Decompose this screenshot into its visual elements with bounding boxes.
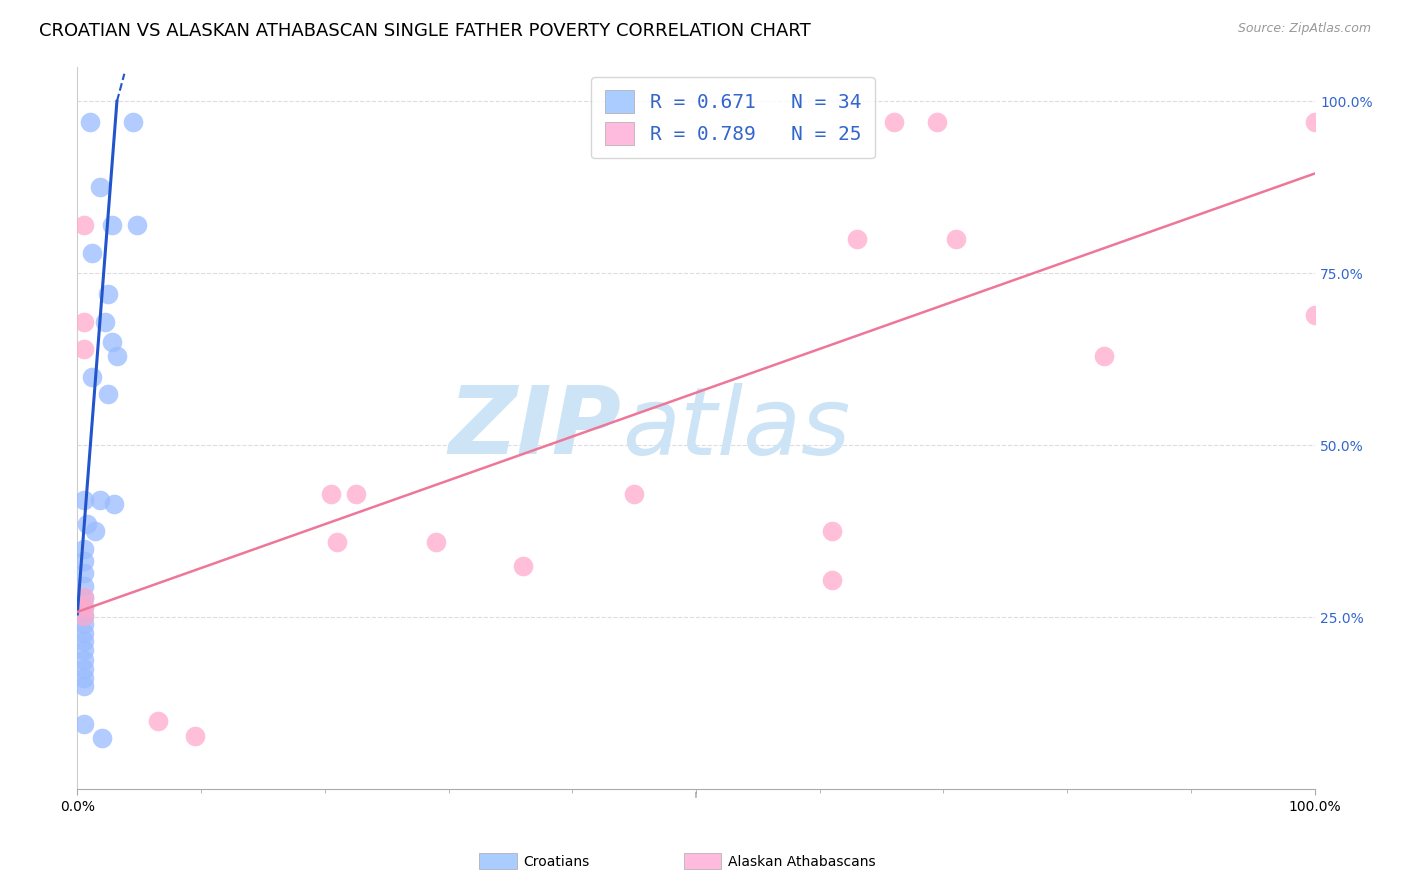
Text: atlas: atlas xyxy=(621,383,851,474)
Text: CROATIAN VS ALASKAN ATHABASCAN SINGLE FATHER POVERTY CORRELATION CHART: CROATIAN VS ALASKAN ATHABASCAN SINGLE FA… xyxy=(39,22,811,40)
Point xyxy=(845,232,868,246)
FancyBboxPatch shape xyxy=(479,853,516,869)
Point xyxy=(72,342,94,356)
Point xyxy=(72,634,94,648)
Point xyxy=(89,180,111,194)
Point xyxy=(512,558,534,573)
Point xyxy=(72,554,94,568)
Point xyxy=(72,653,94,667)
Point xyxy=(72,600,94,615)
Point xyxy=(184,729,207,743)
Text: Alaskan Athabascans: Alaskan Athabascans xyxy=(728,855,876,869)
Point xyxy=(97,287,120,301)
Point xyxy=(72,590,94,604)
Point xyxy=(101,218,124,232)
Point xyxy=(344,486,367,500)
Point xyxy=(72,717,94,731)
Point xyxy=(101,335,124,350)
Point xyxy=(72,679,94,693)
Point xyxy=(1303,308,1326,322)
Point xyxy=(76,517,98,532)
Point xyxy=(72,493,94,508)
Point xyxy=(82,369,104,384)
Point xyxy=(72,566,94,580)
Point xyxy=(883,115,905,129)
Point xyxy=(72,671,94,685)
Point xyxy=(97,386,120,401)
Point xyxy=(821,573,844,587)
Point xyxy=(83,524,105,539)
Point xyxy=(105,349,128,363)
Point xyxy=(72,218,94,232)
Point xyxy=(72,541,94,556)
Point xyxy=(319,486,342,500)
Point xyxy=(945,232,967,246)
Point xyxy=(1303,115,1326,129)
FancyBboxPatch shape xyxy=(683,853,721,869)
Point xyxy=(79,115,101,129)
Point xyxy=(72,617,94,632)
Point xyxy=(425,534,447,549)
Point xyxy=(93,314,115,328)
Legend: R = 0.671   N = 34, R = 0.789   N = 25: R = 0.671 N = 34, R = 0.789 N = 25 xyxy=(592,77,875,159)
Point xyxy=(82,245,104,260)
Point xyxy=(72,600,94,615)
Point xyxy=(72,662,94,676)
Point xyxy=(146,714,169,728)
Text: Source: ZipAtlas.com: Source: ZipAtlas.com xyxy=(1237,22,1371,36)
Text: Croatians: Croatians xyxy=(523,855,589,869)
Point xyxy=(122,115,145,129)
Point xyxy=(72,609,94,624)
Point xyxy=(326,534,349,549)
Point xyxy=(1092,349,1115,363)
Point xyxy=(927,115,949,129)
Point xyxy=(72,643,94,657)
Point xyxy=(72,591,94,606)
Point xyxy=(72,314,94,328)
Point xyxy=(72,625,94,640)
Point xyxy=(72,579,94,593)
Point xyxy=(103,497,125,511)
Point xyxy=(89,493,111,508)
Point xyxy=(623,486,645,500)
Text: ZIP: ZIP xyxy=(449,382,621,475)
Point xyxy=(125,218,148,232)
Point xyxy=(91,731,114,745)
Point xyxy=(821,524,844,539)
Point xyxy=(72,609,94,624)
